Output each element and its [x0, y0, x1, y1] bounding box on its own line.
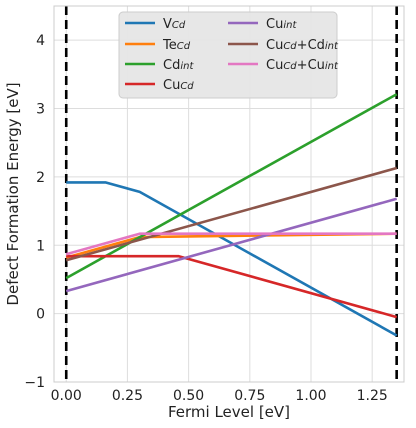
- y-tick-label: 2: [36, 170, 45, 186]
- legend-item-2: Cdint: [125, 58, 194, 73]
- series-line-6: [65, 232, 397, 256]
- legend-label: VCd: [163, 17, 186, 32]
- series-line-4: [65, 197, 398, 293]
- legend-box: [118, 11, 338, 99]
- y-ticks: −1 0 1 2 3 4: [24, 33, 45, 391]
- series-line-0: [66, 181, 398, 337]
- series-line-3: [66, 254, 398, 319]
- legend-item-4: Cuint: [228, 17, 297, 32]
- legend-label: CuCd: [163, 78, 194, 93]
- x-tick-label: 1.00: [295, 388, 326, 404]
- legend: VCd TeCd Cdint CuCd Cuint CuCd+Cdint CuCd+Cuin…: [118, 11, 339, 99]
- x-tick-label: 0.25: [112, 388, 143, 404]
- x-ticks: 0.00 0.25 0.50 0.75 1.00 1.25: [51, 388, 388, 404]
- legend-item-0: VCd: [125, 17, 186, 32]
- x-tick-label: 1.25: [357, 388, 388, 404]
- x-axis-label: Fermi Level [eV]: [168, 403, 290, 421]
- legend-item-6: CuCd+Cuint: [228, 58, 339, 73]
- legend-label: Cdint: [163, 58, 194, 73]
- series-lines: [65, 93, 398, 337]
- plot-frame: [53, 5, 405, 383]
- legend-label: TeCd: [162, 38, 191, 53]
- legend-label: CuCd+Cdint: [266, 38, 339, 53]
- y-tick-label: −1: [24, 375, 45, 391]
- x-tick-label: 0.75: [234, 388, 265, 404]
- legend-label: Cuint: [266, 17, 297, 32]
- legend-item-3: CuCd: [125, 78, 194, 93]
- legend-item-5: CuCd+Cdint: [228, 38, 339, 53]
- y-tick-label: 4: [36, 33, 45, 49]
- series-line-2: [65, 93, 398, 280]
- y-tick-label: 3: [36, 102, 45, 118]
- x-tick-label: 0.50: [173, 388, 204, 404]
- x-tick-label: 0.00: [51, 388, 82, 404]
- series-line-5: [65, 166, 398, 262]
- legend-item-1: TeCd: [125, 38, 191, 53]
- y-tick-label: 1: [36, 238, 45, 254]
- fermi-bounds: [64, 6, 398, 382]
- y-tick-label: 0: [36, 307, 45, 323]
- legend-label: CuCd+Cuint: [266, 58, 339, 73]
- y-axis-label: Defect Formation Energy [eV]: [4, 82, 22, 305]
